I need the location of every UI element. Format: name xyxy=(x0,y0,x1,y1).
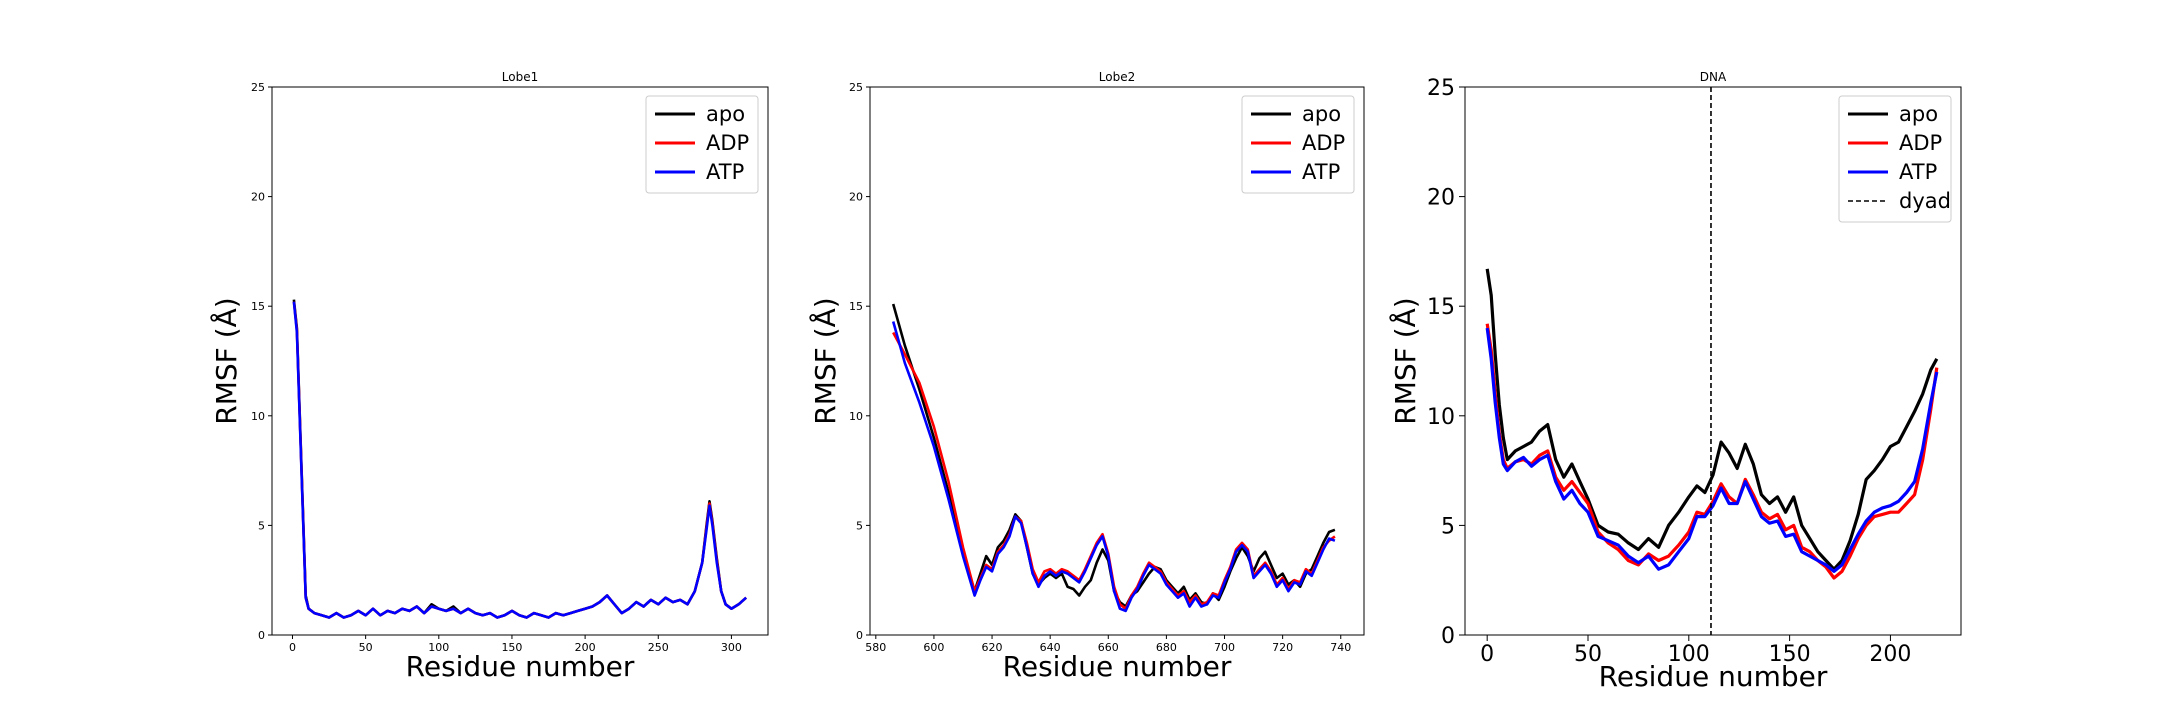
y-tick-label: 0 xyxy=(1441,624,1455,649)
series-line-apo xyxy=(1485,268,1939,571)
legend-label-apo: apo xyxy=(706,102,745,126)
y-tick-label: 25 xyxy=(849,81,863,94)
legend-label-adp: ADP xyxy=(706,131,749,155)
legend-label-adp: ADP xyxy=(1302,131,1345,155)
legend-label-apo: apo xyxy=(1899,102,1938,126)
y-tick-label: 20 xyxy=(251,191,265,204)
x-tick-label: 50 xyxy=(1574,642,1602,667)
legend-label-dyad: dyad xyxy=(1899,189,1951,213)
y-tick-label: 10 xyxy=(1427,405,1455,430)
x-tick-label: 50 xyxy=(359,641,373,654)
y-tick-label: 15 xyxy=(849,300,863,313)
x-tick-label: 720 xyxy=(1272,641,1293,654)
legend-label-atp: ATP xyxy=(706,160,744,184)
x-tick-label: 100 xyxy=(428,641,449,654)
x-tick-label: 660 xyxy=(1098,641,1119,654)
series-line-atp xyxy=(292,301,747,619)
x-tick-label: 200 xyxy=(575,641,596,654)
x-tick-label: 580 xyxy=(865,641,886,654)
x-tick-label: 600 xyxy=(923,641,944,654)
y-tick-label: 15 xyxy=(251,300,265,313)
legend-label-apo: apo xyxy=(1302,102,1341,126)
x-tick-label: 620 xyxy=(982,641,1003,654)
legend-label-atp: ATP xyxy=(1899,160,1937,184)
series-line-atp xyxy=(1485,327,1939,573)
series-line-atp xyxy=(891,321,1336,613)
chart-panel-lobe1: 0 50 100 150 200 250 300 0 5 10 15 20 25 Lobe1 Residue… xyxy=(209,70,769,683)
y-axis-label: RMSF (Å) xyxy=(209,297,243,424)
chart-panel-dna: 0 50 100 150 200 0 5 10 15 20 25 DNA Residue number R… xyxy=(1388,70,1962,693)
x-axis-label: Residue number xyxy=(1599,660,1828,693)
legend: apo ADP ATP xyxy=(1241,95,1355,194)
series-line-adp xyxy=(1485,323,1939,580)
legend-label-atp: ATP xyxy=(1302,160,1340,184)
chart-title: Lobe2 xyxy=(1099,70,1135,84)
legend-box xyxy=(1838,95,1952,223)
y-tick-label: 0 xyxy=(258,629,265,642)
y-tick-label: 5 xyxy=(1441,514,1455,539)
legend-label-adp: ADP xyxy=(1899,131,1942,155)
legend-box xyxy=(645,95,759,194)
x-tick-label: 0 xyxy=(289,641,296,654)
chart-panel-lobe2: 580 600 620 640 660 680 700 720 740 0 5 10 15 20 25 Lob… xyxy=(808,70,1365,683)
axes-frame xyxy=(1464,86,1962,636)
y-tick-label: 15 xyxy=(1427,295,1455,320)
chart-title: DNA xyxy=(1700,70,1727,84)
y-tick-label: 0 xyxy=(856,629,863,642)
x-tick-label: 300 xyxy=(721,641,742,654)
legend: apo ADP ATP xyxy=(645,95,759,194)
y-tick-label: 10 xyxy=(251,410,265,423)
x-tick-label: 0 xyxy=(1480,642,1494,667)
x-tick-label: 740 xyxy=(1330,641,1351,654)
x-tick-label: 200 xyxy=(1869,642,1911,667)
x-tick-label: 640 xyxy=(1040,641,1061,654)
legend: apo ADP ATP dyad xyxy=(1838,95,1952,223)
x-tick-label: 150 xyxy=(1769,642,1811,667)
x-axis-label: Residue number xyxy=(406,650,635,683)
y-tick-label: 25 xyxy=(1427,76,1455,101)
axes-frame xyxy=(869,86,1365,636)
y-axis-label: RMSF (Å) xyxy=(808,297,842,424)
y-tick-label: 20 xyxy=(849,191,863,204)
x-tick-label: 150 xyxy=(501,641,522,654)
legend-box xyxy=(1241,95,1355,194)
x-axis-label: Residue number xyxy=(1003,650,1232,683)
y-tick-label: 25 xyxy=(251,81,265,94)
x-tick-label: 700 xyxy=(1214,641,1235,654)
x-tick-label: 250 xyxy=(648,641,669,654)
y-tick-label: 10 xyxy=(849,410,863,423)
y-axis-label: RMSF (Å) xyxy=(1388,297,1422,424)
x-tick-label: 680 xyxy=(1156,641,1177,654)
y-tick-label: 5 xyxy=(258,519,265,532)
axes-frame xyxy=(271,86,769,636)
y-tick-label: 5 xyxy=(856,519,863,532)
x-tick-label: 100 xyxy=(1668,642,1710,667)
y-tick-label: 20 xyxy=(1427,186,1455,211)
chart-title: Lobe1 xyxy=(502,70,538,84)
